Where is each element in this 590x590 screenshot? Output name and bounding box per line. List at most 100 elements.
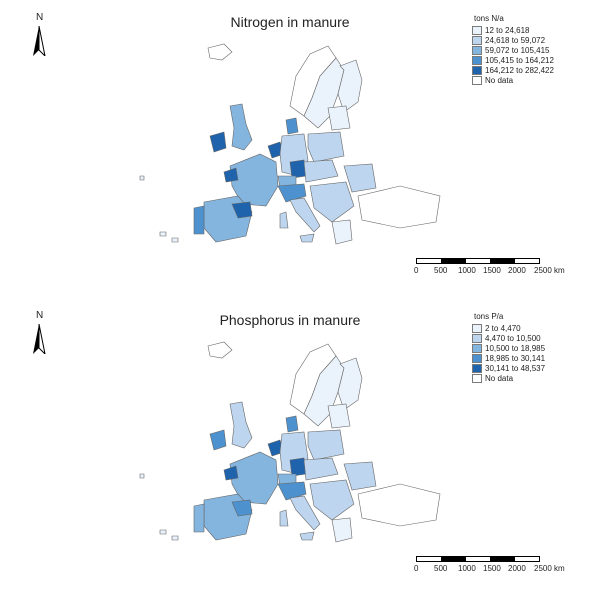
region-poland [307,131,345,163]
map-title: Phosphorus in manure [219,312,361,328]
region-islands [139,473,179,541]
scale-label: 1500 [483,564,501,573]
region-iceland [207,43,233,61]
legend-swatch [472,65,482,75]
region-bavaria [289,457,307,477]
legend-swatch [472,343,482,353]
region-portugal [193,205,205,235]
region-finland [337,59,363,113]
region-sardinia [279,211,289,229]
region-ireland [209,131,227,153]
region-ireland [209,429,227,451]
region-turkey [357,483,441,527]
region-romania [343,461,377,491]
region-brittany [223,465,239,481]
legend-item: 2 to 4,470 [472,323,545,333]
legend-item: 24,618 to 59,072 [472,35,554,45]
scale-label: 2500 km [534,564,565,573]
scale-label: 0 [414,564,419,573]
legend-swatch [472,373,482,383]
region-north-italy [277,183,307,203]
legend-item: No data [472,75,554,85]
map-title: Nitrogen in manure [230,14,350,30]
region-central [303,457,339,481]
legend-swatch [472,75,482,85]
legend: tons P/a 2 to 4,470 4,470 to 10,500 10,5… [472,312,545,383]
legend-swatch [472,35,482,45]
region-romania [343,163,377,193]
scale-bar-graphic [416,556,540,562]
legend-item: 18,985 to 30,141 [472,353,545,363]
legend-label: 105,415 to 164,212 [485,55,554,65]
region-sicily [299,531,315,541]
nitrogen-map-panel: Nitrogen in manure N tons N/a 12 to 24,6… [0,0,590,292]
north-label: N [36,12,44,23]
legend-swatch [472,353,482,363]
region-denmark [285,415,299,433]
region-denmark [285,117,299,135]
legend-item: 30,141 to 48,537 [472,363,545,373]
scale-label: 2000 [508,266,526,275]
region-uk [229,401,253,449]
north-arrow-icon [33,324,46,354]
scale-label: 2500 km [534,266,565,275]
scale-label: 500 [434,564,448,573]
region-france [229,153,279,207]
scale-label: 1500 [483,266,501,275]
region-italy [289,495,321,531]
legend-label: No data [485,75,514,85]
legend-item: 4,470 to 10,500 [472,333,545,343]
region-turkey [357,185,441,229]
legend-swatch [472,55,482,65]
region-balkans [309,479,355,521]
region-north-italy [277,481,307,501]
region-bavaria [289,159,307,179]
legend-label: 164,212 to 282,422 [485,65,554,75]
legend-label: 4,470 to 10,500 [485,333,541,343]
legend-item: 59,072 to 105,415 [472,45,554,55]
region-baltics [327,105,351,131]
legend-item: 164,212 to 282,422 [472,65,554,75]
legend-swatch [472,45,482,55]
region-central [303,159,339,183]
region-finland [337,357,363,411]
region-greece [331,219,353,245]
scale-label: 1000 [458,564,476,573]
scale-label: 500 [434,266,448,275]
legend-title: tons P/a [474,312,504,321]
legend-swatch [472,333,482,343]
legend-label: 59,072 to 105,415 [485,45,550,55]
legend-item: 12 to 24,618 [472,25,554,35]
legend-label: 12 to 24,618 [485,25,530,35]
scale-label: 2000 [508,564,526,573]
region-portugal [193,503,205,533]
legend-item: No data [472,373,545,383]
legend-item: 105,415 to 164,212 [472,55,554,65]
scale-bar-graphic [416,258,540,264]
north-arrow-icon [33,26,46,56]
region-sicily [299,233,315,243]
choropleth-map [139,43,441,245]
legend-label: 10,500 to 18,985 [485,343,546,353]
legend-swatch [472,363,482,373]
legend-title: tons N/a [474,14,504,23]
north-label: N [36,310,44,321]
region-brittany [223,167,239,183]
choropleth-map [139,341,441,543]
legend-label: 24,618 to 59,072 [485,35,546,45]
region-baltics [327,403,351,429]
region-spain-ne [231,499,253,517]
legend-label: 30,141 to 48,537 [485,363,546,373]
legend: tons N/a 12 to 24,618 24,618 to 59,072 5… [472,14,554,85]
region-uk [229,103,253,151]
region-sardinia [279,509,289,527]
scale-label: 1000 [458,266,476,275]
north-arrow: N [30,12,50,56]
legend-swatch [472,323,482,333]
scale-bar: 0 500 1000 1500 2000 2500 km [412,258,582,284]
phosphorus-map-panel: Phosphorus in manure N tons P/a 2 to 4,4… [0,298,590,590]
scale-label: 0 [414,266,419,275]
region-balkans [309,181,355,223]
region-greece [331,517,353,543]
region-italy [289,197,321,233]
